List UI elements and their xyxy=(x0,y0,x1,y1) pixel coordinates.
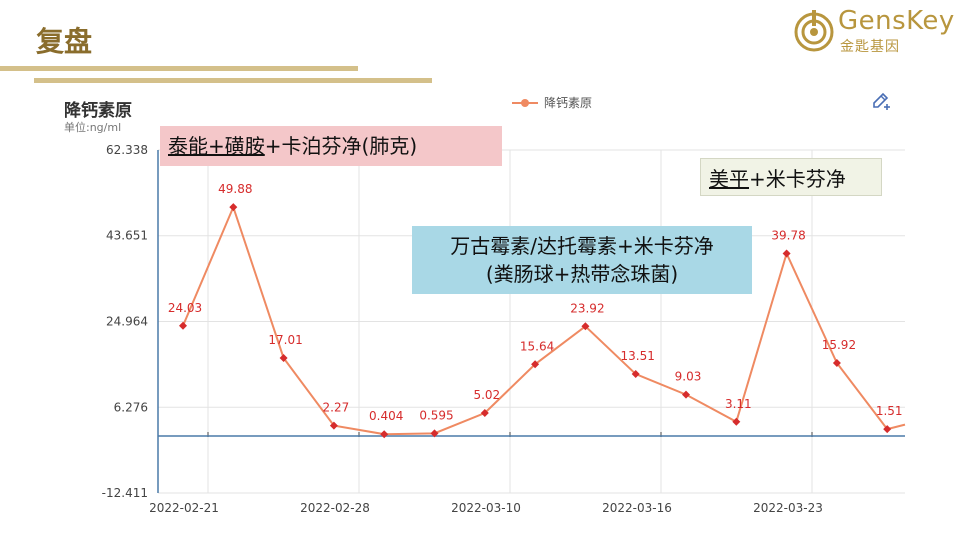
data-label: 3.11 xyxy=(725,397,752,411)
annotation-treatment-1: 泰能+磺胺+卡泊芬净(肺克) xyxy=(160,126,502,166)
slide-title: 复盘 xyxy=(36,25,93,58)
chart-title: 降钙素原 xyxy=(64,101,132,121)
data-point xyxy=(229,203,238,212)
annotation-treatment-3: 美平+米卡芬净 xyxy=(700,158,882,196)
data-point xyxy=(329,421,338,430)
data-label: 2.27 xyxy=(323,401,350,415)
chart-unit-label: 单位:ng/ml xyxy=(64,121,122,134)
title-underline-bar-secondary xyxy=(34,78,432,83)
data-point xyxy=(279,353,288,362)
data-label: 9.03 xyxy=(675,370,702,384)
data-label: 1.51 xyxy=(876,404,903,418)
data-point xyxy=(732,417,741,426)
x-tick-label: 2022-03-10 xyxy=(451,501,521,515)
annotation-1-underlined: 泰能+磺胺 xyxy=(168,134,265,158)
x-tick-label: 2022-02-28 xyxy=(300,501,370,515)
logo-emblem-icon xyxy=(794,10,834,52)
y-tick-label: 62.338 xyxy=(106,143,148,157)
data-label: 15.92 xyxy=(822,338,856,352)
data-label: 5.02 xyxy=(473,388,500,402)
data-label: 13.51 xyxy=(621,349,655,363)
data-point xyxy=(682,390,690,399)
title-underline-bar xyxy=(0,66,358,71)
data-point xyxy=(581,322,590,331)
data-point xyxy=(531,360,540,369)
legend-line-marker-icon xyxy=(512,98,538,108)
legend-label: 降钙素原 xyxy=(544,96,593,110)
data-label: 0.404 xyxy=(369,409,403,423)
annotation-treatment-2: 万古霉素/达托霉素+米卡芬净 (粪肠球+热带念珠菌) xyxy=(412,226,752,294)
data-label: 15.64 xyxy=(520,339,554,353)
logo-brand-text: GensKey xyxy=(838,6,955,36)
logo-sub-text: 金匙基因 xyxy=(840,39,900,55)
genskey-logo: GensKey 金匙基因 xyxy=(794,6,954,56)
data-point xyxy=(832,358,841,367)
x-tick-label: 2022-03-16 xyxy=(602,501,672,515)
y-tick-label: -12.411 xyxy=(102,486,148,500)
y-tick-label: 6.276 xyxy=(114,400,148,414)
series-line xyxy=(182,204,906,436)
edit-pen-icon[interactable] xyxy=(870,90,892,112)
chart-legend[interactable]: 降钙素原 xyxy=(512,94,592,111)
x-tick-label: 2022-02-21 xyxy=(149,501,219,515)
data-point xyxy=(631,370,640,379)
annotation-2-line1: 万古霉素/达托霉素+米卡芬净 xyxy=(450,234,714,258)
data-label: 23.92 xyxy=(570,301,604,315)
annotation-2-line2: (粪肠球+热带念珠菌) xyxy=(485,262,679,286)
annotation-3-underlined: 美平 xyxy=(709,167,749,191)
data-label: 17.01 xyxy=(268,333,302,347)
data-point xyxy=(782,249,791,258)
data-label: 0.595 xyxy=(419,408,453,422)
data-point xyxy=(883,425,892,434)
y-tick-label: 43.651 xyxy=(106,229,148,243)
data-point xyxy=(430,429,439,438)
data-point xyxy=(480,409,489,418)
data-point xyxy=(380,430,389,439)
y-tick-label: 24.964 xyxy=(106,314,148,328)
data-label: 39.78 xyxy=(771,229,805,243)
data-label: 24.03 xyxy=(168,301,202,315)
annotation-1-rest: +卡泊芬净(肺克) xyxy=(264,134,418,158)
annotation-3-rest: +米卡芬净 xyxy=(749,167,846,191)
data-point xyxy=(179,321,187,330)
x-tick-label: 2022-03-23 xyxy=(753,501,823,515)
data-label: 49.88 xyxy=(218,182,252,196)
